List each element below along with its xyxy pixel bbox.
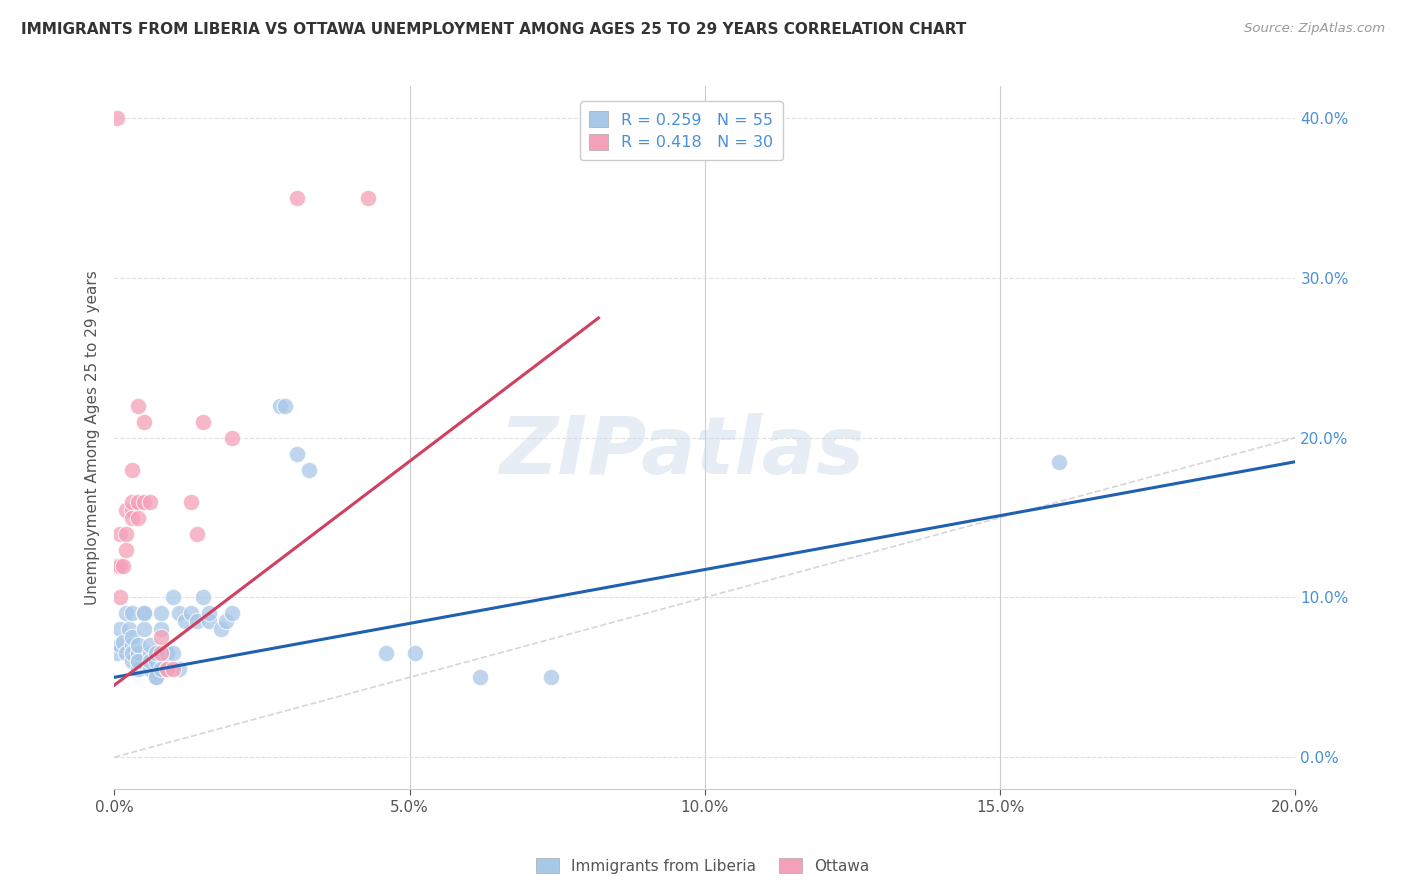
Point <box>105 646 128 660</box>
Point <box>150 662 173 676</box>
Point <box>121 494 143 508</box>
Y-axis label: Unemployment Among Ages 25 to 29 years: Unemployment Among Ages 25 to 29 years <box>86 270 100 605</box>
Point <box>127 654 149 668</box>
Point <box>121 646 143 660</box>
Point <box>127 639 149 653</box>
Point <box>540 670 562 684</box>
Point <box>162 591 184 605</box>
Point <box>162 646 184 660</box>
Point <box>221 431 243 445</box>
Point <box>404 646 426 660</box>
Point <box>167 662 190 676</box>
Point <box>145 670 167 684</box>
Point <box>112 635 135 649</box>
Point <box>145 646 167 660</box>
Point <box>108 623 131 637</box>
Point <box>115 607 138 621</box>
Point <box>132 415 155 429</box>
Legend: Immigrants from Liberia, Ottawa: Immigrants from Liberia, Ottawa <box>530 852 876 880</box>
Point <box>186 615 208 629</box>
Text: IMMIGRANTS FROM LIBERIA VS OTTAWA UNEMPLOYMENT AMONG AGES 25 TO 29 YEARS CORRELA: IMMIGRANTS FROM LIBERIA VS OTTAWA UNEMPL… <box>21 22 966 37</box>
Point <box>132 607 155 621</box>
Point <box>298 463 321 477</box>
Point <box>156 662 179 676</box>
Legend: R = 0.259   N = 55, R = 0.418   N = 30: R = 0.259 N = 55, R = 0.418 N = 30 <box>579 102 783 160</box>
Point <box>1047 455 1070 469</box>
Point <box>221 607 243 621</box>
Point <box>138 662 160 676</box>
Point <box>150 623 173 637</box>
Point <box>138 654 160 668</box>
Point <box>191 591 214 605</box>
Point <box>108 639 131 653</box>
Point <box>197 615 219 629</box>
Point <box>108 526 131 541</box>
Point <box>138 494 160 508</box>
Point <box>174 615 197 629</box>
Point <box>138 646 160 660</box>
Point <box>115 526 138 541</box>
Point <box>112 558 135 573</box>
Point <box>180 494 202 508</box>
Point <box>150 607 173 621</box>
Point <box>115 502 138 516</box>
Point <box>121 463 143 477</box>
Point <box>121 502 143 516</box>
Point <box>285 447 308 461</box>
Point <box>145 670 167 684</box>
Point <box>357 191 380 205</box>
Point <box>105 112 128 126</box>
Point <box>121 510 143 524</box>
Point <box>162 662 184 676</box>
Text: Source: ZipAtlas.com: Source: ZipAtlas.com <box>1244 22 1385 36</box>
Point <box>470 670 492 684</box>
Point <box>132 607 155 621</box>
Point <box>156 662 179 676</box>
Point <box>127 662 149 676</box>
Point <box>374 646 396 660</box>
Point <box>156 646 179 660</box>
Point <box>118 623 141 637</box>
Point <box>156 646 179 660</box>
Point <box>127 399 149 413</box>
Point <box>121 631 143 645</box>
Point <box>167 607 190 621</box>
Point <box>121 607 143 621</box>
Point <box>209 623 232 637</box>
Point <box>132 623 155 637</box>
Point <box>197 607 219 621</box>
Point <box>138 639 160 653</box>
Point <box>115 646 138 660</box>
Point <box>215 615 238 629</box>
Point <box>127 494 149 508</box>
Point <box>180 607 202 621</box>
Point <box>121 654 143 668</box>
Point <box>132 494 155 508</box>
Point <box>127 510 149 524</box>
Point <box>127 654 149 668</box>
Point <box>186 526 208 541</box>
Point <box>105 558 128 573</box>
Point <box>191 415 214 429</box>
Point <box>121 639 143 653</box>
Point <box>150 631 173 645</box>
Point <box>108 591 131 605</box>
Text: ZIPatlas: ZIPatlas <box>499 413 863 491</box>
Point <box>269 399 291 413</box>
Point <box>115 542 138 557</box>
Point <box>285 191 308 205</box>
Point <box>150 646 173 660</box>
Point <box>274 399 297 413</box>
Point <box>127 646 149 660</box>
Point <box>108 558 131 573</box>
Point <box>145 654 167 668</box>
